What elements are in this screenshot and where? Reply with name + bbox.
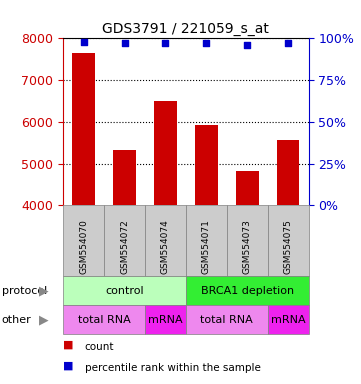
Point (244, 42, 250, 48)
Bar (236, 171, 258, 205)
Text: total RNA: total RNA (200, 314, 253, 325)
Bar (195, 125, 218, 205)
Text: GSM554073: GSM554073 (243, 219, 252, 274)
Title: GDS3791 / 221059_s_at: GDS3791 / 221059_s_at (103, 22, 269, 36)
Bar (277, 140, 299, 205)
Text: GSM554071: GSM554071 (202, 219, 211, 274)
Point (122, 40, 127, 46)
Text: count: count (85, 342, 114, 352)
Text: protocol: protocol (2, 286, 47, 296)
Point (81, 39, 87, 45)
Bar (72, 53, 95, 205)
Text: GSM554072: GSM554072 (120, 219, 129, 274)
Text: percentile rank within the sample: percentile rank within the sample (85, 363, 261, 373)
Text: GSM554075: GSM554075 (284, 219, 293, 274)
Text: ▶: ▶ (39, 285, 48, 297)
Text: other: other (2, 314, 31, 325)
Text: mRNA: mRNA (148, 314, 183, 325)
Point (285, 40, 291, 46)
Text: BRCA1 depletion: BRCA1 depletion (201, 286, 294, 296)
Text: GSM554074: GSM554074 (161, 219, 170, 274)
Text: mRNA: mRNA (271, 314, 305, 325)
Text: total RNA: total RNA (78, 314, 130, 325)
Text: ■: ■ (63, 361, 74, 371)
Point (162, 40, 168, 46)
Bar (113, 150, 136, 205)
Text: control: control (105, 286, 144, 296)
Text: GSM554070: GSM554070 (79, 219, 88, 274)
Text: ▶: ▶ (39, 313, 48, 326)
Point (204, 40, 209, 46)
Bar (154, 101, 177, 205)
Text: ■: ■ (63, 340, 74, 350)
